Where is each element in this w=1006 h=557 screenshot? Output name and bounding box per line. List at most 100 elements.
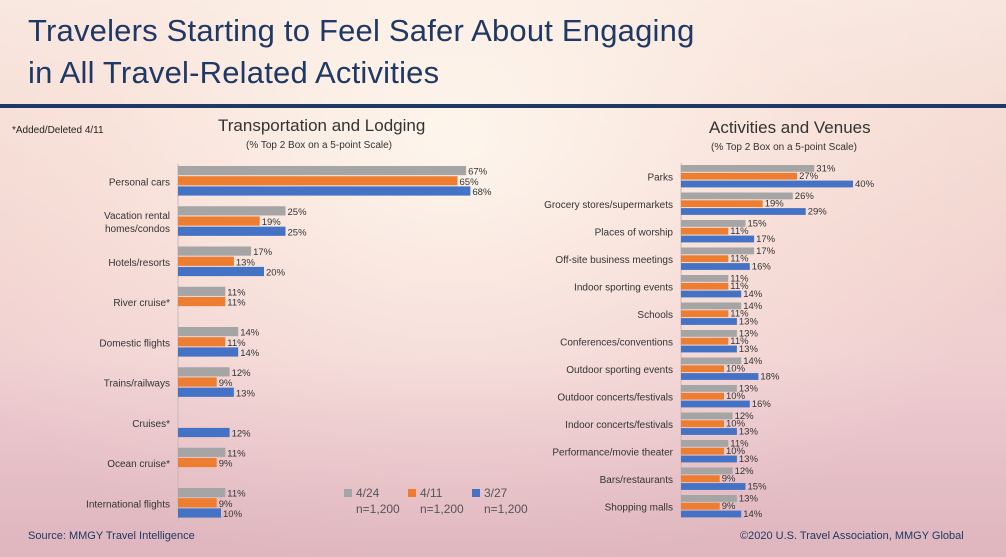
bar [178, 337, 226, 347]
data-label: 10% [726, 364, 746, 375]
copyright-note: ©2020 U.S. Travel Association, MMGY Glob… [740, 530, 964, 542]
legend-label-4-24: 4/24 [356, 486, 380, 500]
data-label: 16% [752, 399, 772, 410]
right-chart-subtitle: (% Top 2 Box on a 5-point Scale) [711, 142, 858, 153]
data-label: 13% [739, 344, 759, 355]
bar [178, 347, 239, 357]
data-label: 13% [236, 257, 256, 268]
data-label: 17% [756, 234, 776, 245]
bar [681, 467, 733, 475]
data-label: 11% [227, 287, 246, 298]
data-label: 13% [739, 426, 759, 437]
bar [681, 483, 746, 490]
data-label: 13% [739, 328, 759, 339]
category-label: Ocean cruise* [107, 459, 170, 470]
slide-title: Travelers Starting to Feel Safer About E… [28, 10, 695, 94]
data-label: 16% [752, 261, 772, 272]
legend-swatch-gray [344, 489, 352, 497]
data-label: 9% [219, 378, 233, 389]
bar [681, 227, 729, 235]
bar [681, 282, 729, 290]
bar [178, 226, 286, 236]
bar [178, 186, 471, 196]
bar [681, 337, 729, 345]
data-label: 15% [748, 481, 768, 492]
data-label: 11% [730, 438, 749, 449]
data-label: 12% [232, 368, 252, 379]
data-label: 14% [743, 289, 763, 300]
bar [681, 275, 729, 282]
category-label: Schools [637, 310, 673, 321]
category-label: Personal cars [109, 177, 170, 188]
category-label: Places of worship [595, 228, 674, 239]
category-label: Shopping malls [605, 503, 673, 514]
category-label: Parks [647, 173, 673, 184]
data-label: 10% [726, 391, 746, 402]
bar [681, 290, 742, 298]
data-label: 11% [730, 309, 749, 320]
data-label: 13% [739, 316, 759, 327]
data-label: 11% [227, 489, 246, 500]
bar [178, 498, 217, 508]
data-label: 31% [816, 163, 836, 174]
bar [178, 367, 230, 377]
bar [178, 488, 226, 498]
category-label: International flights [86, 499, 170, 510]
data-label: 10% [726, 446, 746, 457]
bar [178, 266, 264, 277]
bar [681, 510, 742, 518]
category-label: Cruises* [132, 419, 170, 430]
data-label: 12% [735, 466, 755, 477]
bar [681, 475, 720, 483]
data-label: 13% [739, 454, 759, 465]
bar [681, 502, 720, 510]
data-label: 40% [855, 179, 875, 190]
data-label: 67% [468, 167, 488, 178]
bar [178, 508, 221, 518]
bar [178, 286, 226, 296]
bar [681, 180, 853, 188]
data-label: 19% [765, 199, 785, 210]
data-label: 17% [756, 246, 776, 257]
bar [178, 296, 226, 307]
data-label: 14% [743, 356, 763, 367]
bar [681, 247, 755, 255]
data-label: 14% [743, 509, 763, 520]
bar [681, 302, 742, 310]
data-label: 14% [240, 348, 260, 359]
source-note: Source: MMGY Travel Intelligence [28, 530, 195, 542]
bar [178, 206, 286, 216]
category-label: Outdoor concerts/festivals [557, 393, 673, 404]
bar [178, 166, 467, 176]
data-label: 14% [743, 301, 763, 312]
bar [681, 373, 759, 380]
bar [681, 440, 729, 447]
bar [178, 256, 234, 266]
bar [681, 455, 737, 463]
bar [681, 263, 750, 270]
bar [681, 420, 724, 428]
data-label: 11% [227, 338, 246, 349]
bar [681, 345, 737, 353]
data-label: 18% [760, 371, 780, 382]
data-label: 29% [808, 206, 828, 217]
legend-label-4-11: 4/11 [420, 486, 443, 500]
bar [681, 365, 724, 373]
bar [681, 357, 742, 365]
data-label: 12% [735, 411, 755, 422]
legend-n-3-27: n=1,200 [484, 502, 528, 516]
bar [178, 377, 217, 387]
bar [178, 427, 230, 438]
legend-swatch-blue [472, 489, 480, 497]
data-label: 15% [748, 218, 768, 229]
bar [178, 327, 239, 337]
category-label: River cruise* [113, 298, 170, 309]
data-label: 11% [730, 273, 749, 284]
bar [178, 447, 226, 457]
data-label: 13% [739, 383, 759, 394]
bar [681, 318, 737, 325]
category-label: Off-site business meetings [555, 255, 673, 266]
data-label: 11% [227, 298, 246, 309]
data-label: 11% [730, 336, 749, 347]
